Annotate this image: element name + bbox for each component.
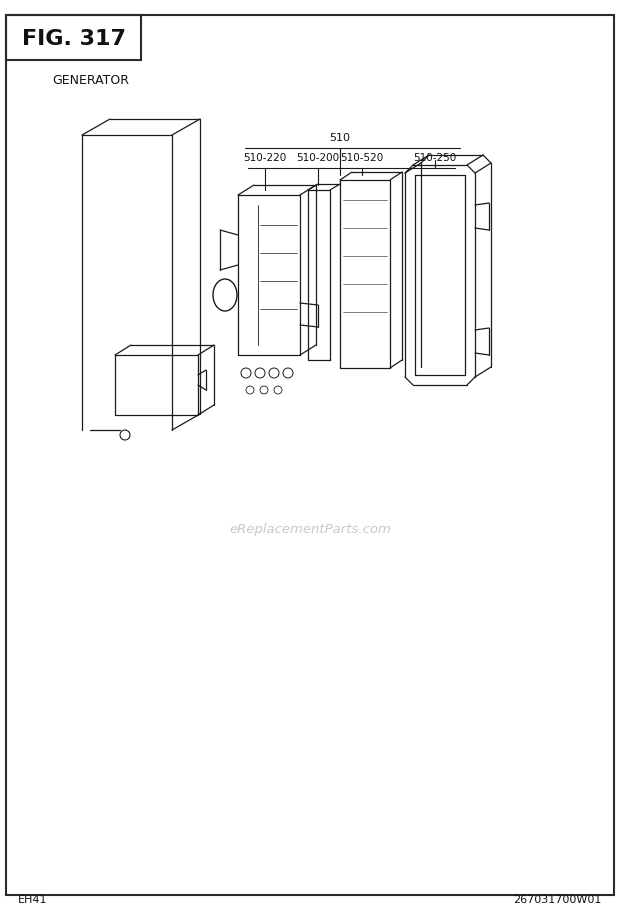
- Text: 510-220: 510-220: [244, 153, 286, 163]
- Text: 510-520: 510-520: [340, 153, 384, 163]
- Text: eReplacementParts.com: eReplacementParts.com: [229, 523, 391, 536]
- Text: 510-250: 510-250: [414, 153, 456, 163]
- Bar: [6, 15, 141, 60]
- Text: 267031700W01: 267031700W01: [513, 895, 602, 905]
- Text: FIG. 317: FIG. 317: [22, 29, 126, 49]
- Text: GENERATOR: GENERATOR: [52, 73, 129, 87]
- Text: 510-200: 510-200: [296, 153, 340, 163]
- Text: EH41: EH41: [18, 895, 48, 905]
- Text: 510: 510: [329, 133, 350, 143]
